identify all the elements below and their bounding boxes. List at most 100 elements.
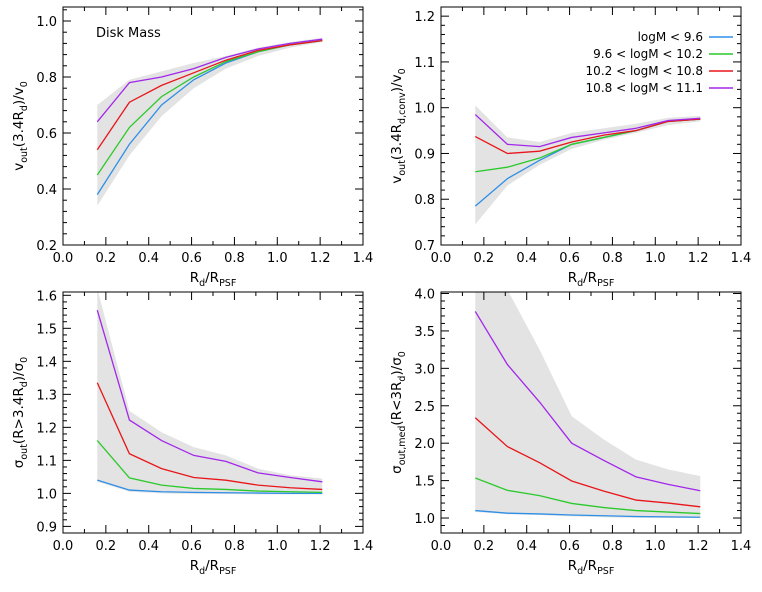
vout-conv-panel: 0.0 0.2 0.4 0.6 0.8 1.0 1.2 1.4 0.7 0.8 0.9 1.0 1.1 1…: [389, 6, 752, 289]
y-axis-label-part: 0: [19, 357, 30, 363]
y-tick-label: 1.3: [36, 388, 57, 403]
logm-10.8-11.1-line: [474, 114, 701, 148]
y-axis-label: σout(R>3.4Rd)/σ0: [11, 357, 30, 468]
y-tick-label: 1.0: [36, 487, 57, 502]
y-tick-label: 0.4: [36, 183, 57, 198]
x-tick-label: 0.0: [53, 539, 74, 554]
y-tick-label: 1.1: [414, 56, 435, 71]
x-tick-label: 1.2: [688, 539, 709, 554]
y-tick-label: 1.5: [414, 475, 435, 490]
sigma-out-med-panel: 0.0 0.2 0.4 0.6 0.8 1.0 1.2 1.4 1.0 1.5 2.0 2.5 3.0 3…: [389, 287, 751, 577]
logm-10.2-10.8-line: [474, 417, 701, 508]
y-axis-label-part: out,med: [397, 426, 408, 466]
y-tick-label: 4.0: [414, 287, 435, 302]
y-tick-label: 0.9: [36, 520, 57, 535]
y-axis-label-part: (3.4R: [389, 124, 405, 160]
x-axis-label-part: /R: [205, 558, 219, 574]
x-axis-label-part: /R: [205, 270, 219, 286]
x-tick-label: 1.0: [645, 539, 666, 554]
x-axis-label-part: PSF: [597, 278, 614, 289]
x-tick-label: 1.2: [310, 539, 331, 554]
y-tick-label: 2.5: [414, 400, 435, 415]
scatter-band: [97, 37, 323, 206]
y-axis-label-part: (R>3.4R: [11, 387, 27, 444]
y-tick-label: 1.1: [36, 454, 57, 469]
y-tick-label: 3.5: [414, 325, 435, 340]
x-tick-label: 0.0: [53, 251, 74, 266]
y-axis-label-part: σ: [389, 465, 405, 474]
y-axis-label-part: v: [11, 163, 27, 171]
y-axis-label-part: d: [397, 376, 408, 382]
y-axis-label-part: 0: [19, 81, 30, 87]
logm-lt-9.6-line: [97, 479, 323, 495]
x-tick-label: 0.6: [181, 539, 202, 554]
x-tick-label: 0.0: [431, 251, 452, 266]
y-axis-label-part: d: [19, 105, 30, 111]
legend-label: 9.6 < logM < 10.2: [593, 47, 703, 61]
x-tick-label: 0.2: [474, 539, 495, 554]
x-tick-label: 0.2: [96, 539, 117, 554]
logm-10.8-11.1-line: [96, 309, 323, 483]
y-tick-label: 1.2: [414, 10, 435, 25]
x-axis-label-part: d: [199, 566, 205, 577]
x-tick-label: 1.4: [731, 251, 752, 266]
x-axis-label: Rd/RPSF: [190, 558, 237, 577]
logm-10.8-11.1-line: [474, 311, 701, 492]
panel-annotation: Disk Mass: [96, 26, 161, 41]
y-tick-label: 0.8: [36, 71, 57, 86]
y-tick-label: 0.9: [414, 147, 435, 162]
y-tick-label: 1.4: [36, 355, 57, 370]
x-axis-label-part: d: [577, 278, 583, 289]
y-axis-label-part: (3.4R: [11, 111, 27, 147]
y-axis-label-part: )/σ: [11, 362, 27, 381]
x-tick-label: 1.0: [645, 251, 666, 266]
scatter-band: [475, 292, 701, 519]
y-tick-label: 2.0: [414, 437, 435, 452]
x-tick-label: 0.6: [181, 251, 202, 266]
y-axis-label-part: out: [19, 147, 30, 163]
y-tick-label: 0.7: [414, 239, 435, 254]
logm-10.8-11.1-line: [96, 38, 323, 123]
y-tick-label: 1.0: [36, 15, 57, 30]
logm-9.6-10.2-line: [96, 440, 323, 494]
y-axis-label-part: d,conv: [397, 92, 408, 124]
x-tick-label: 0.2: [96, 251, 117, 266]
logm-lt-9.6-line: [475, 509, 701, 518]
x-tick-label: 0.4: [516, 251, 537, 266]
y-tick-label: 0.6: [36, 127, 57, 142]
x-axis-label-part: d: [199, 278, 205, 289]
x-tick-label: 1.0: [267, 251, 288, 266]
y-tick-label: 3.0: [414, 362, 435, 377]
x-tick-label: 0.0: [431, 539, 452, 554]
x-tick-label: 0.2: [474, 251, 495, 266]
legend-label: 10.2 < logM < 10.8: [586, 64, 703, 78]
x-axis-label: Rd/RPSF: [190, 270, 237, 289]
y-axis-label-part: 0: [397, 351, 408, 357]
y-tick-label: 1.6: [36, 289, 57, 304]
x-tick-label: 1.0: [267, 539, 288, 554]
x-axis-label-part: PSF: [597, 566, 614, 577]
y-axis-label-part: )/v: [11, 87, 27, 105]
x-axis-label-part: R: [568, 270, 577, 286]
y-axis-label-part: d: [19, 381, 30, 387]
x-axis-label-part: /R: [583, 270, 597, 286]
x-tick-label: 1.4: [353, 251, 374, 266]
logm-10.2-10.8-line: [96, 382, 323, 491]
x-axis-label-part: d: [577, 566, 583, 577]
y-axis-label: vout(3.4Rd,conv)/v0: [389, 68, 408, 183]
x-tick-label: 1.4: [731, 539, 752, 554]
logm-9.6-10.2-line: [475, 477, 701, 515]
y-axis-label-part: )/σ: [389, 357, 405, 376]
x-tick-label: 1.2: [310, 251, 331, 266]
y-axis-label: σout,med(R<3Rd)/σ0: [389, 351, 408, 474]
x-axis-label: Rd/RPSF: [568, 270, 615, 289]
logm-10.2-10.8-line: [474, 118, 701, 155]
scatter-band: [97, 292, 323, 495]
y-axis-label-part: (R<3R: [389, 382, 405, 426]
x-tick-label: 1.4: [353, 539, 374, 554]
x-axis-label-part: /R: [583, 558, 597, 574]
x-tick-label: 0.4: [516, 539, 537, 554]
x-tick-label: 0.8: [602, 251, 623, 266]
x-tick-label: 0.8: [602, 539, 623, 554]
